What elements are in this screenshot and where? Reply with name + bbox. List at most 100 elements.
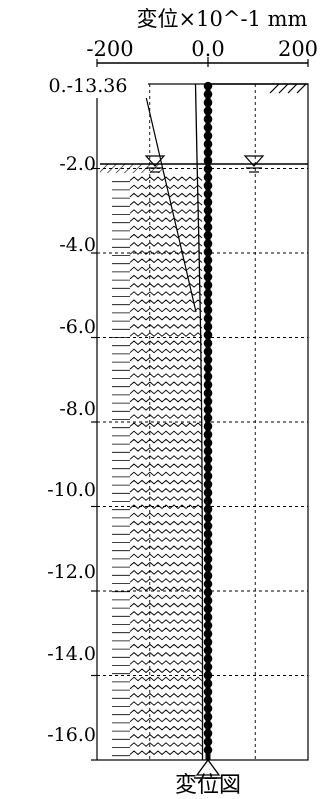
pile-node — [203, 380, 213, 390]
pile-node — [203, 173, 213, 182]
pile-node — [203, 397, 213, 406]
spring-zigzag — [129, 504, 203, 510]
ground-hatch — [269, 83, 307, 94]
spring-zigzag — [129, 627, 203, 633]
spring-zigzag — [129, 709, 203, 715]
pile-node — [203, 637, 213, 647]
spring-zigzag — [129, 594, 203, 600]
spring-zigzag — [129, 570, 203, 575]
pile-node — [203, 596, 213, 605]
pile-node — [203, 695, 213, 705]
pile-node — [203, 206, 213, 215]
x-tick-label: -200 — [86, 37, 133, 61]
pile-node — [203, 480, 213, 489]
spring-zigzag — [129, 586, 203, 592]
pile-node — [203, 98, 213, 107]
spring-zigzag — [129, 561, 203, 567]
pile-node — [203, 571, 213, 580]
pile-nodes — [203, 81, 213, 755]
pile-node — [203, 90, 213, 99]
pile-node — [203, 629, 213, 639]
spring-zigzag — [129, 332, 203, 337]
pile-node — [203, 305, 213, 315]
pile-node — [203, 712, 213, 722]
spring-zigzag — [129, 324, 203, 329]
pile-node — [203, 156, 213, 165]
pile-node — [203, 679, 213, 688]
spring-zigzag — [129, 652, 203, 657]
spring-zigzag — [129, 397, 203, 403]
pile-node — [203, 563, 213, 572]
spring-zigzag — [129, 356, 203, 362]
pile-node — [203, 446, 213, 456]
pile-node — [203, 538, 213, 547]
spring-zigzag — [129, 225, 203, 231]
spring-zigzag — [129, 676, 203, 682]
spring-zigzag — [129, 545, 203, 551]
pile-node — [203, 729, 213, 738]
pile-node — [203, 546, 213, 556]
y-tick-label: -10.0 — [47, 479, 96, 501]
pile-node — [203, 81, 213, 91]
pile-node — [203, 554, 213, 564]
pile-node — [203, 505, 213, 514]
spring-zigzag — [129, 422, 203, 428]
spring-zigzag — [129, 406, 203, 411]
spring-zigzag — [129, 742, 203, 747]
pile-node — [203, 745, 213, 755]
pile-node — [203, 264, 213, 273]
pile-node — [203, 588, 213, 597]
pile-node — [203, 106, 213, 116]
pile-node — [203, 704, 213, 713]
pile-node — [203, 272, 213, 282]
spring-zigzag — [129, 250, 203, 255]
pile-node — [203, 737, 213, 746]
top-axis-label: 変位×10^-1 mm — [137, 7, 308, 31]
spring-zigzag — [129, 258, 203, 264]
spring-zigzag — [129, 447, 203, 452]
y-tick-label: -8.0 — [59, 398, 96, 420]
spring-zigzag — [129, 381, 203, 387]
spring-zigzag — [129, 684, 203, 690]
pile-node — [203, 247, 213, 257]
y-tick-label: -2.0 — [59, 153, 96, 175]
spring-zigzag — [129, 299, 203, 305]
spring-zigzag — [129, 496, 203, 501]
pile-node — [203, 463, 213, 473]
diagram-caption: 変位図 — [175, 773, 241, 794]
spring-zigzag — [129, 192, 203, 198]
spring-zigzag — [129, 619, 203, 624]
pile-node — [203, 164, 213, 174]
spring-zigzag — [129, 611, 203, 616]
value-leader-line — [143, 87, 197, 313]
spring-zigzag — [129, 365, 203, 370]
soil-hatch — [100, 164, 162, 173]
spring-zigzag — [129, 217, 203, 223]
pile-node — [203, 255, 213, 265]
spring-zigzag — [129, 340, 203, 346]
spring-zigzag — [129, 750, 203, 756]
pile-node — [203, 322, 213, 332]
pile-node — [203, 687, 213, 697]
pile-node — [203, 413, 213, 423]
spring-zigzag — [129, 668, 203, 674]
pile-node — [203, 604, 213, 614]
pile-node — [203, 314, 213, 323]
spring-zigzag — [129, 578, 203, 583]
y-tick-label: -4.0 — [59, 234, 96, 256]
pile-node — [203, 405, 213, 415]
pile-node — [203, 621, 213, 630]
pile-node — [203, 239, 213, 248]
pile-node — [203, 521, 213, 531]
spring-zigzag — [129, 463, 203, 469]
spring-zigzag — [129, 693, 203, 698]
pile-node — [203, 347, 213, 356]
pile-node — [203, 496, 213, 506]
pile-node — [203, 438, 213, 448]
spring-zigzag — [129, 725, 203, 731]
value-label-bg — [30, 72, 148, 98]
spring-zigzag — [129, 717, 203, 723]
pile-node — [203, 355, 213, 365]
spring-zigzag — [129, 348, 203, 354]
spring-zigzag — [129, 307, 203, 313]
